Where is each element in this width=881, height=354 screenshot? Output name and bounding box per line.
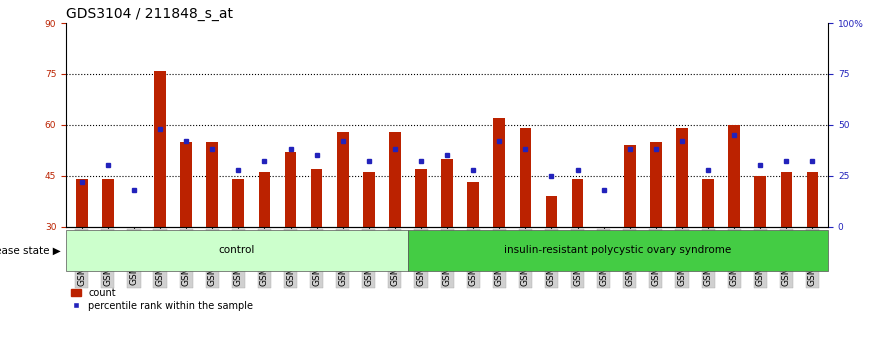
Bar	[389, 132, 401, 227]
Bar	[66, 230, 408, 271]
Text: insulin-resistant polycystic ovary syndrome: insulin-resistant polycystic ovary syndr…	[504, 245, 731, 256]
Bar	[754, 176, 766, 227]
Bar	[233, 179, 244, 227]
Bar	[702, 179, 714, 227]
Bar	[729, 125, 740, 227]
Bar	[676, 128, 688, 227]
Bar	[467, 182, 479, 227]
Bar	[441, 159, 453, 227]
Bar	[781, 172, 792, 227]
Text: GDS3104 / 211848_s_at: GDS3104 / 211848_s_at	[66, 7, 233, 21]
Bar	[258, 172, 270, 227]
Text: control: control	[218, 245, 255, 256]
Bar	[206, 142, 218, 227]
Bar	[624, 145, 636, 227]
Bar	[493, 118, 505, 227]
Bar	[102, 179, 114, 227]
Bar	[650, 142, 662, 227]
Bar	[545, 196, 558, 227]
Bar	[408, 230, 828, 271]
Bar	[154, 70, 166, 227]
Bar	[415, 169, 427, 227]
Legend: count, percentile rank within the sample: count, percentile rank within the sample	[71, 288, 254, 311]
Bar	[285, 152, 296, 227]
Bar	[363, 172, 374, 227]
Bar	[181, 142, 192, 227]
Bar	[76, 179, 87, 227]
Text: disease state ▶: disease state ▶	[0, 245, 61, 256]
Bar	[337, 132, 349, 227]
Bar	[807, 172, 818, 227]
Bar	[520, 128, 531, 227]
Bar	[572, 179, 583, 227]
Bar	[311, 169, 322, 227]
